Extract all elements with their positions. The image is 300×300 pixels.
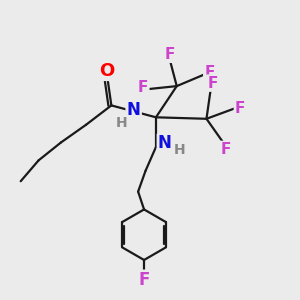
Text: F: F: [207, 76, 218, 91]
Text: F: F: [165, 47, 175, 62]
Text: H: H: [173, 143, 185, 157]
Text: N: N: [127, 101, 141, 119]
Text: O: O: [99, 61, 115, 80]
Text: F: F: [235, 101, 245, 116]
Text: F: F: [138, 80, 148, 95]
Text: F: F: [220, 142, 231, 157]
Text: H: H: [116, 116, 127, 130]
Text: N: N: [158, 134, 172, 152]
Text: F: F: [204, 65, 214, 80]
Text: F: F: [138, 271, 150, 289]
